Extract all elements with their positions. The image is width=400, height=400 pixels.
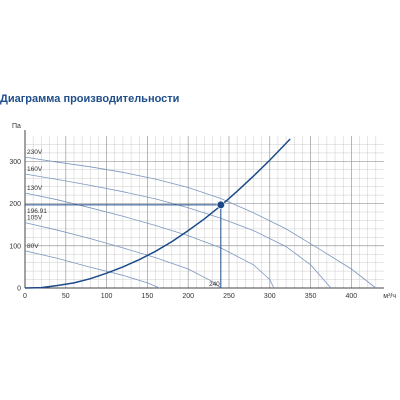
- fan-curve-160v: [24, 173, 332, 289]
- curve-label-80v: 80V: [27, 243, 39, 250]
- x-axis-label: м³/ч: [383, 293, 396, 300]
- fan-curve-80v: [24, 250, 160, 289]
- operating-point-marker: [216, 200, 225, 209]
- operating-point-x-label: 240: [209, 281, 220, 288]
- x-tick-label: 100: [101, 293, 113, 300]
- x-tick-label: 400: [346, 293, 358, 300]
- system-curve: [24, 138, 291, 289]
- fan-curve-105v: [24, 222, 222, 289]
- x-tick-label: 50: [62, 293, 70, 300]
- curve-label-230v: 230V: [27, 149, 43, 156]
- labels-layer: 0 50 100 150 200 250 300 350 400 0 100 200 300 Па м³/ч…: [9, 123, 396, 300]
- curve-label-105v: 105V: [27, 215, 43, 222]
- y-tick-label: 0: [17, 286, 21, 293]
- y-axis-label: Па: [12, 123, 21, 130]
- x-tick-label: 150: [142, 293, 154, 300]
- y-tick-label: 100: [9, 243, 21, 250]
- y-tick-label: 200: [9, 201, 21, 208]
- x-tick-label: 200: [182, 293, 194, 300]
- x-tick-label: 0: [23, 293, 27, 300]
- x-tick-label: 300: [264, 293, 276, 300]
- chart-title: Диаграмма производительности: [0, 93, 180, 105]
- series-layer: [24, 138, 377, 289]
- curve-label-130v: 130V: [27, 185, 43, 192]
- operating-point-layer: [25, 200, 225, 288]
- fan-curve-230v: [24, 156, 377, 289]
- y-tick-label: 300: [9, 159, 21, 166]
- fan-curve-130v: [24, 192, 275, 289]
- operating-point-y-label: 196.91: [27, 208, 47, 215]
- x-tick-label: 250: [223, 293, 235, 300]
- x-tick-label: 350: [305, 293, 317, 300]
- curve-label-160v: 160V: [27, 166, 43, 173]
